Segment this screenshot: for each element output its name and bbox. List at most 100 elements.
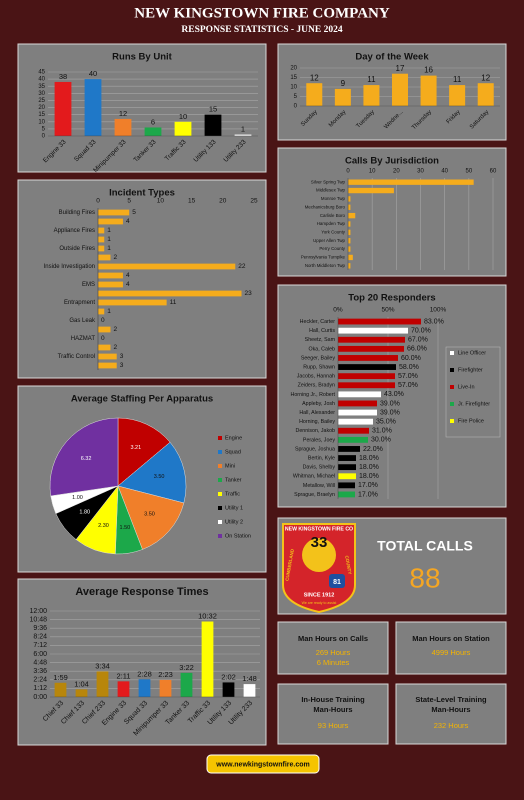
value-label: 2.30 bbox=[98, 523, 109, 529]
legend-swatch bbox=[218, 534, 222, 538]
y-tick-label: North Middleton Twp bbox=[305, 263, 346, 268]
value-label: 3:34 bbox=[95, 661, 110, 670]
value-label: 4 bbox=[126, 218, 130, 225]
value-label: 0 bbox=[101, 335, 105, 342]
bar bbox=[348, 221, 351, 227]
value-label: 10 bbox=[179, 112, 187, 121]
legend-swatch bbox=[450, 385, 454, 389]
value-label: 57.0% bbox=[398, 382, 418, 389]
page-subtitle: RESPONSE STATISTICS - JUNE 2024 bbox=[181, 25, 342, 35]
x-tick-label: 15 bbox=[188, 198, 196, 205]
bar bbox=[98, 254, 111, 261]
value-label: 18.0% bbox=[359, 464, 379, 471]
bar bbox=[338, 491, 355, 498]
value-label: 9 bbox=[341, 79, 346, 88]
bar bbox=[98, 245, 105, 252]
bar bbox=[243, 684, 256, 697]
value-label: 0 bbox=[101, 317, 105, 324]
x-tick-label: 0 bbox=[346, 169, 350, 175]
stat-value: 269 Hours bbox=[316, 648, 351, 657]
bar bbox=[348, 263, 351, 269]
bar bbox=[117, 681, 130, 697]
value-label: 66.0% bbox=[407, 346, 427, 353]
bar bbox=[98, 344, 111, 351]
x-tick-label: 0% bbox=[333, 307, 343, 314]
y-tick-label: Sprague, Joshua bbox=[295, 446, 335, 452]
bar bbox=[174, 121, 192, 136]
bar bbox=[84, 79, 102, 136]
value-label: 4 bbox=[126, 272, 130, 279]
value-label: 17.0% bbox=[358, 491, 378, 498]
y-tick-label: 1:12 bbox=[33, 685, 47, 692]
bar bbox=[449, 85, 466, 106]
y-tick-label: Hampden Twp bbox=[317, 221, 346, 226]
y-tick-label: York County bbox=[321, 230, 346, 235]
value-label: 1.80 bbox=[79, 509, 90, 515]
y-tick-label: 10 bbox=[290, 85, 297, 91]
bar bbox=[348, 187, 394, 194]
value-label: 70.0% bbox=[411, 327, 431, 334]
chart-title: Incident Types bbox=[109, 188, 175, 199]
value-label: 3 bbox=[120, 353, 124, 360]
bar bbox=[348, 204, 351, 210]
legend-box bbox=[445, 346, 501, 438]
y-tick-label: Appliance Fires bbox=[54, 228, 95, 234]
stat-title: Man Hours on Calls bbox=[298, 634, 368, 643]
y-tick-label: Seeger, Bailey bbox=[301, 355, 336, 361]
y-tick-label: Pennsylvania Turnpike bbox=[301, 255, 346, 260]
legend-swatch bbox=[218, 506, 222, 510]
bar bbox=[98, 299, 167, 306]
legend-swatch bbox=[218, 520, 222, 524]
bar bbox=[348, 246, 351, 252]
logo-right: COUNTY bbox=[344, 555, 352, 575]
x-tick-label: 0 bbox=[96, 198, 100, 205]
y-tick-label: Perry County bbox=[319, 246, 345, 251]
bar bbox=[98, 326, 111, 333]
bar bbox=[98, 290, 242, 297]
y-tick-label: 5 bbox=[42, 126, 46, 132]
bar bbox=[204, 114, 222, 136]
chart-title: Day of the Week bbox=[355, 52, 429, 63]
y-tick-label: 0 bbox=[42, 134, 46, 140]
bar bbox=[54, 682, 67, 697]
bar bbox=[348, 179, 474, 185]
value-label: 11 bbox=[170, 299, 177, 306]
y-tick-label: Sheetz, Sam bbox=[305, 337, 336, 343]
logo-left: CUMBERLAND bbox=[284, 548, 295, 581]
y-tick-label: Bertin, Kyle bbox=[308, 455, 335, 461]
legend-label: Live-In bbox=[458, 384, 475, 390]
legend-label: Utility 2 bbox=[225, 519, 243, 525]
y-tick-label: Building Fires bbox=[59, 210, 95, 216]
footer-pill bbox=[206, 754, 320, 774]
value-label: 83.0% bbox=[424, 318, 444, 325]
y-tick-label: Horning Jr., Robert bbox=[291, 392, 336, 398]
bar bbox=[114, 118, 132, 136]
legend-swatch bbox=[218, 478, 222, 482]
value-label: 1.00 bbox=[72, 495, 83, 501]
panel bbox=[17, 578, 267, 746]
y-tick-label: Traffic Control bbox=[58, 354, 95, 360]
bar bbox=[98, 308, 105, 315]
y-tick-label: 15 bbox=[38, 112, 45, 118]
x-tick-label: 30 bbox=[417, 169, 424, 175]
value-label: 3.50 bbox=[144, 511, 155, 517]
logo-maltese bbox=[302, 538, 336, 572]
value-label: 12 bbox=[119, 109, 127, 118]
legend-swatch bbox=[218, 464, 222, 468]
value-label: 17 bbox=[396, 64, 405, 73]
value-label: 1 bbox=[241, 125, 245, 134]
y-tick-label: Outside Fires bbox=[59, 246, 95, 252]
y-tick-label: 20 bbox=[290, 66, 297, 72]
y-tick-label: Zeiders, Bradyn bbox=[298, 383, 335, 389]
logo-route-shield bbox=[329, 574, 345, 588]
bar bbox=[54, 81, 72, 136]
bar bbox=[98, 281, 123, 288]
bar bbox=[363, 85, 380, 106]
value-label: 67.0% bbox=[408, 337, 428, 344]
y-tick-label: 0 bbox=[294, 104, 298, 110]
pie-slice bbox=[117, 417, 171, 487]
stat-title: In-House Training Man-Hours bbox=[301, 695, 365, 714]
bar bbox=[338, 400, 377, 407]
